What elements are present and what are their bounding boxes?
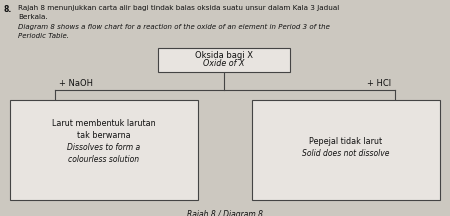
Text: Dissolves to form a: Dissolves to form a — [68, 143, 140, 152]
Text: + HCl: + HCl — [367, 79, 391, 88]
Text: Larut membentuk larutan: Larut membentuk larutan — [52, 119, 156, 129]
Text: + NaOH: + NaOH — [59, 79, 93, 88]
Bar — [10, 100, 198, 200]
Text: Diagram 8 shows a flow chart for a reaction of the oxide of an element in Period: Diagram 8 shows a flow chart for a react… — [18, 24, 330, 30]
Text: tak berwarna: tak berwarna — [77, 130, 131, 140]
Text: Periodic Table.: Periodic Table. — [18, 33, 69, 39]
Bar — [158, 48, 290, 72]
Text: Solid does not dissolve: Solid does not dissolve — [302, 149, 390, 159]
Text: Oksida bagi X: Oksida bagi X — [195, 51, 253, 60]
Text: colourless solution: colourless solution — [68, 154, 140, 164]
Text: Rajah 8 / Diagram 8: Rajah 8 / Diagram 8 — [187, 210, 263, 216]
Text: 8.: 8. — [4, 5, 12, 14]
Text: Oxide of X: Oxide of X — [203, 59, 245, 68]
Text: Berkala.: Berkala. — [18, 14, 48, 20]
Text: Pepejal tidak larut: Pepejal tidak larut — [310, 138, 382, 146]
Text: Rajah 8 menunjukkan carta alir bagi tindak balas oksida suatu unsur dalam Kala 3: Rajah 8 menunjukkan carta alir bagi tind… — [18, 5, 339, 11]
Bar — [252, 100, 440, 200]
